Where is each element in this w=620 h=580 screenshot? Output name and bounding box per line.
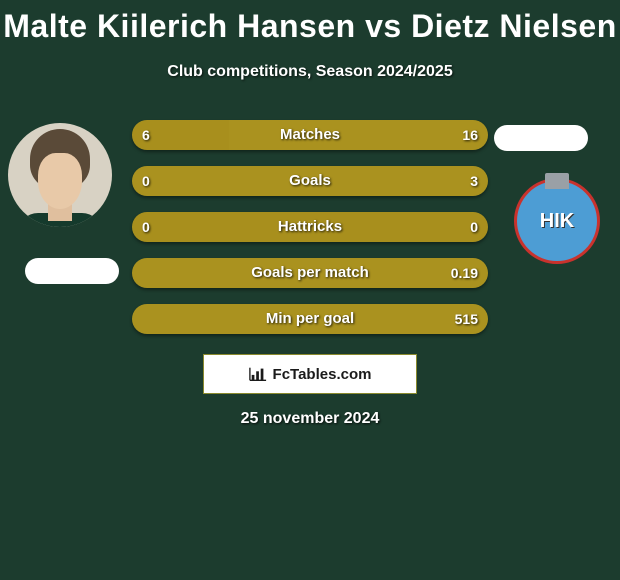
stat-value-right: 3 xyxy=(470,166,478,196)
bar-left-segment xyxy=(132,212,488,242)
bar-right-segment xyxy=(132,304,488,334)
page-title: Malte Kiilerich Hansen vs Dietz Nielsen xyxy=(0,0,620,45)
site-badge: FcTables.com xyxy=(203,354,417,394)
bar-right-segment xyxy=(132,166,488,196)
player-right-club-badge: HIK xyxy=(514,178,600,264)
stat-row: Goals per match0.19 xyxy=(132,258,488,288)
site-name: FcTables.com xyxy=(273,366,372,383)
stat-bar xyxy=(132,304,488,334)
stat-value-left: 6 xyxy=(142,120,150,150)
stat-value-left: 0 xyxy=(142,166,150,196)
stat-row: Min per goal515 xyxy=(132,304,488,334)
stat-bar xyxy=(132,166,488,196)
player-left-avatar xyxy=(8,123,112,227)
stat-row: Matches616 xyxy=(132,120,488,150)
bar-right-segment xyxy=(229,120,488,150)
stat-value-right: 16 xyxy=(462,120,478,150)
stat-bar xyxy=(132,212,488,242)
stat-value-left: 0 xyxy=(142,212,150,242)
subtitle: Club competitions, Season 2024/2025 xyxy=(0,63,620,81)
chart-icon xyxy=(249,366,267,382)
stat-value-right: 0 xyxy=(470,212,478,242)
stat-row: Hattricks00 xyxy=(132,212,488,242)
stat-bar xyxy=(132,120,488,150)
stat-value-right: 515 xyxy=(455,304,478,334)
stat-value-right: 0.19 xyxy=(451,258,478,288)
club-initials: HIK xyxy=(540,210,574,233)
player-right-flag xyxy=(494,125,588,151)
stat-bar xyxy=(132,258,488,288)
bar-right-segment xyxy=(132,258,488,288)
date: 25 november 2024 xyxy=(0,410,620,428)
player-left-flag xyxy=(25,258,119,284)
stat-row: Goals03 xyxy=(132,166,488,196)
